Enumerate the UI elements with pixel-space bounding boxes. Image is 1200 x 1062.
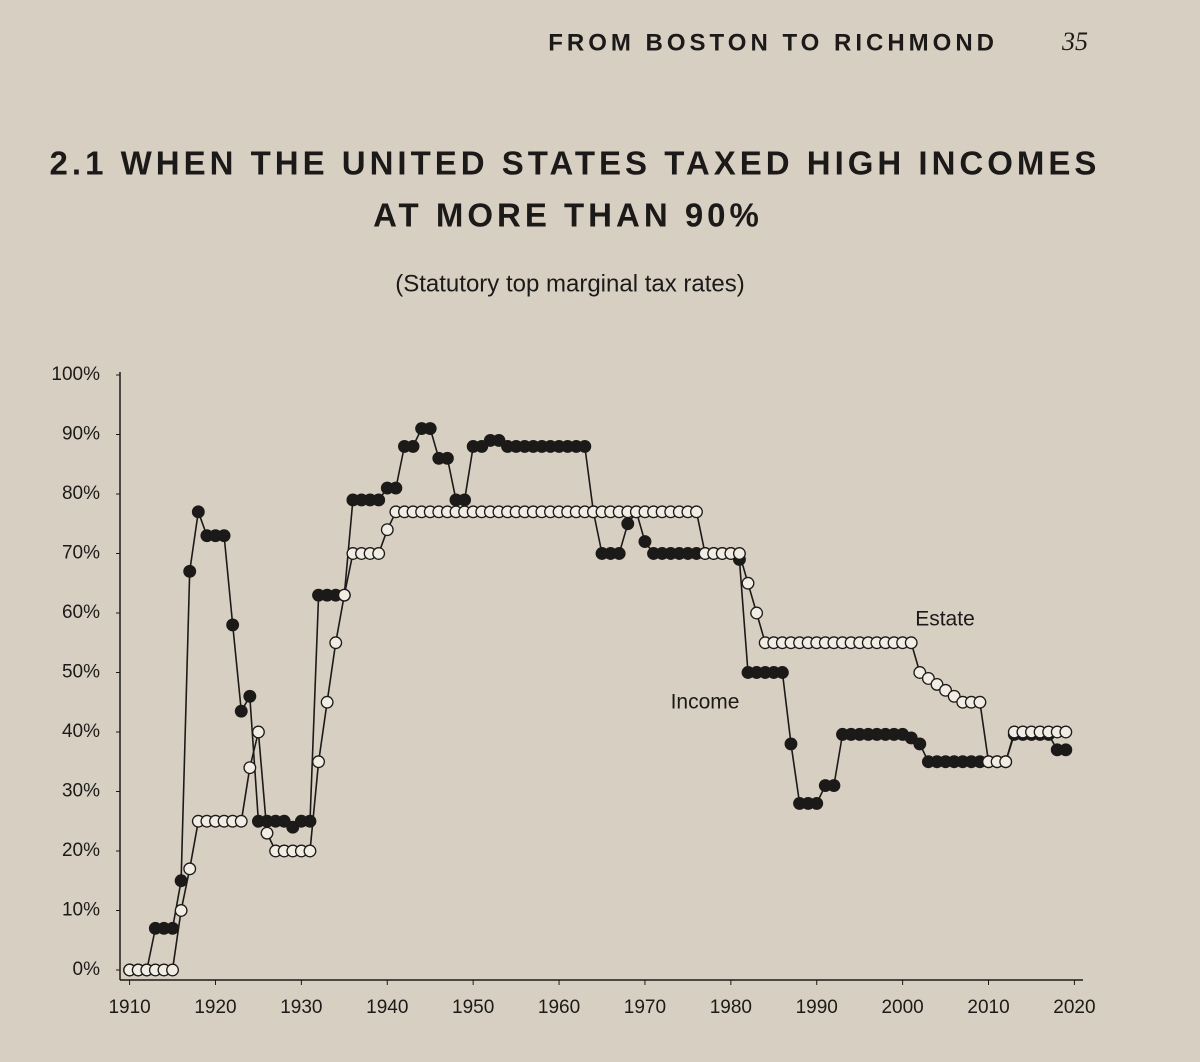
data-point bbox=[1059, 725, 1073, 739]
data-point bbox=[638, 535, 652, 549]
x-tick-label: 2020 bbox=[1053, 997, 1095, 1018]
y-tick-label: 50% bbox=[62, 662, 100, 683]
data-point bbox=[337, 588, 351, 602]
y-tick-label: 100% bbox=[51, 364, 100, 385]
data-point bbox=[329, 636, 343, 650]
page-number: 35 bbox=[1061, 27, 1088, 56]
y-tick-label: 0% bbox=[73, 959, 101, 980]
data-point bbox=[423, 422, 437, 436]
chart-title-line2: AT MORE THAN 90% bbox=[373, 197, 763, 234]
data-point bbox=[372, 547, 386, 560]
data-point bbox=[904, 636, 918, 650]
data-point bbox=[166, 963, 179, 977]
y-tick-label: 40% bbox=[62, 721, 100, 742]
data-point bbox=[183, 564, 197, 578]
data-point bbox=[166, 921, 179, 935]
data-point bbox=[277, 814, 291, 828]
x-tick-label: 1920 bbox=[194, 997, 236, 1018]
chart-subtitle: (Statutory top marginal tax rates) bbox=[395, 270, 744, 297]
data-point bbox=[234, 704, 248, 718]
data-point bbox=[191, 505, 205, 519]
data-point bbox=[999, 755, 1013, 769]
data-point bbox=[750, 606, 764, 620]
data-point bbox=[458, 493, 472, 507]
data-point bbox=[939, 683, 953, 697]
x-tick-label: 1950 bbox=[452, 997, 494, 1018]
y-tick-label: 70% bbox=[62, 543, 100, 564]
data-point bbox=[217, 529, 231, 543]
data-point bbox=[913, 737, 927, 751]
data-point bbox=[303, 814, 317, 828]
data-point bbox=[775, 666, 789, 679]
x-tick-label: 1980 bbox=[710, 997, 752, 1018]
x-tick-label: 1910 bbox=[108, 997, 150, 1018]
data-point bbox=[243, 761, 257, 775]
y-tick-label: 20% bbox=[62, 840, 100, 861]
data-point bbox=[475, 439, 489, 453]
data-point bbox=[690, 505, 703, 519]
data-point bbox=[286, 820, 300, 834]
y-tick-label: 80% bbox=[62, 483, 100, 504]
data-point bbox=[492, 434, 506, 447]
running-head: FROM BOSTON TO RICHMOND bbox=[548, 29, 998, 56]
data-point bbox=[827, 779, 841, 793]
data-point bbox=[174, 874, 188, 888]
y-tick-label: 60% bbox=[62, 602, 100, 623]
data-point bbox=[732, 547, 746, 560]
data-point bbox=[372, 493, 386, 507]
data-point bbox=[251, 725, 265, 739]
y-tick-label: 10% bbox=[62, 900, 100, 921]
income-annotation: Income bbox=[671, 691, 740, 714]
x-tick-label: 1990 bbox=[796, 997, 838, 1018]
data-point bbox=[913, 666, 927, 679]
x-tick-label: 2000 bbox=[881, 997, 923, 1018]
data-point bbox=[621, 517, 635, 531]
data-point bbox=[741, 576, 755, 590]
data-point bbox=[930, 677, 944, 691]
data-point bbox=[973, 695, 987, 709]
data-point bbox=[243, 689, 257, 703]
data-point bbox=[174, 904, 188, 917]
data-point bbox=[1059, 743, 1073, 757]
data-point bbox=[312, 755, 326, 769]
x-tick-label: 1940 bbox=[366, 997, 408, 1018]
data-point bbox=[406, 439, 420, 453]
data-point bbox=[226, 618, 240, 632]
data-point bbox=[612, 547, 626, 560]
data-point bbox=[578, 439, 592, 453]
data-point bbox=[947, 689, 961, 703]
data-point bbox=[380, 523, 394, 537]
x-tick-label: 1960 bbox=[538, 997, 580, 1018]
y-tick-label: 30% bbox=[62, 781, 100, 802]
data-point bbox=[904, 731, 918, 745]
x-tick-label: 1970 bbox=[624, 997, 666, 1018]
data-point bbox=[183, 862, 197, 876]
estate-annotation: Estate bbox=[915, 608, 975, 631]
y-tick-label: 90% bbox=[62, 424, 100, 445]
chart-title: 2.1 WHEN THE UNITED STATES TAXED HIGH IN… bbox=[50, 145, 1101, 182]
data-point bbox=[921, 672, 935, 685]
data-point bbox=[303, 844, 317, 858]
data-point bbox=[440, 451, 454, 465]
data-point bbox=[260, 826, 274, 840]
data-point bbox=[320, 695, 334, 709]
data-point bbox=[810, 796, 824, 810]
data-point bbox=[784, 737, 798, 751]
data-point bbox=[234, 814, 248, 828]
x-tick-label: 2010 bbox=[967, 997, 1009, 1018]
data-point bbox=[389, 481, 403, 495]
x-tick-label: 1930 bbox=[280, 997, 322, 1018]
